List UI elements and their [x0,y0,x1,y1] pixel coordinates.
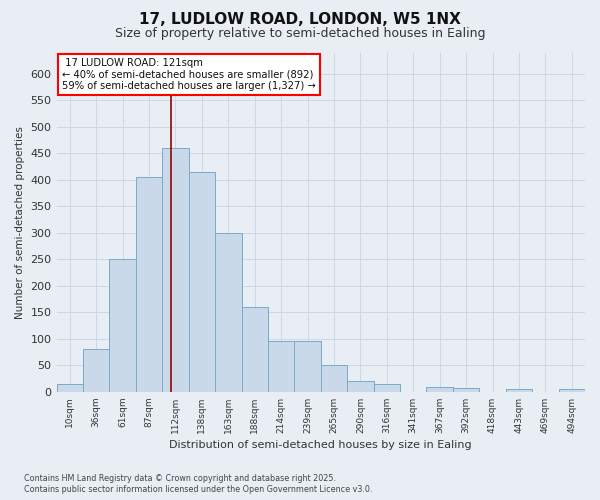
Bar [136,177,162,392]
Y-axis label: Number of semi-detached properties: Number of semi-detached properties [15,126,25,318]
Bar [83,350,109,392]
Bar [188,172,215,392]
Bar [321,366,347,392]
Bar [559,389,585,392]
Bar [295,342,321,392]
Bar [453,388,479,392]
Text: Size of property relative to semi-detached houses in Ealing: Size of property relative to semi-detach… [115,28,485,40]
Bar [506,389,532,392]
Bar [374,384,400,392]
Bar [109,260,136,392]
Bar [427,386,453,392]
X-axis label: Distribution of semi-detached houses by size in Ealing: Distribution of semi-detached houses by … [169,440,472,450]
Bar [347,381,374,392]
Bar [56,384,83,392]
Bar [162,148,188,392]
Text: 17, LUDLOW ROAD, LONDON, W5 1NX: 17, LUDLOW ROAD, LONDON, W5 1NX [139,12,461,28]
Bar [268,342,295,392]
Bar [215,233,242,392]
Text: Contains HM Land Registry data © Crown copyright and database right 2025.
Contai: Contains HM Land Registry data © Crown c… [24,474,373,494]
Text: 17 LUDLOW ROAD: 121sqm
← 40% of semi-detached houses are smaller (892)
59% of se: 17 LUDLOW ROAD: 121sqm ← 40% of semi-det… [62,58,316,91]
Bar [242,307,268,392]
